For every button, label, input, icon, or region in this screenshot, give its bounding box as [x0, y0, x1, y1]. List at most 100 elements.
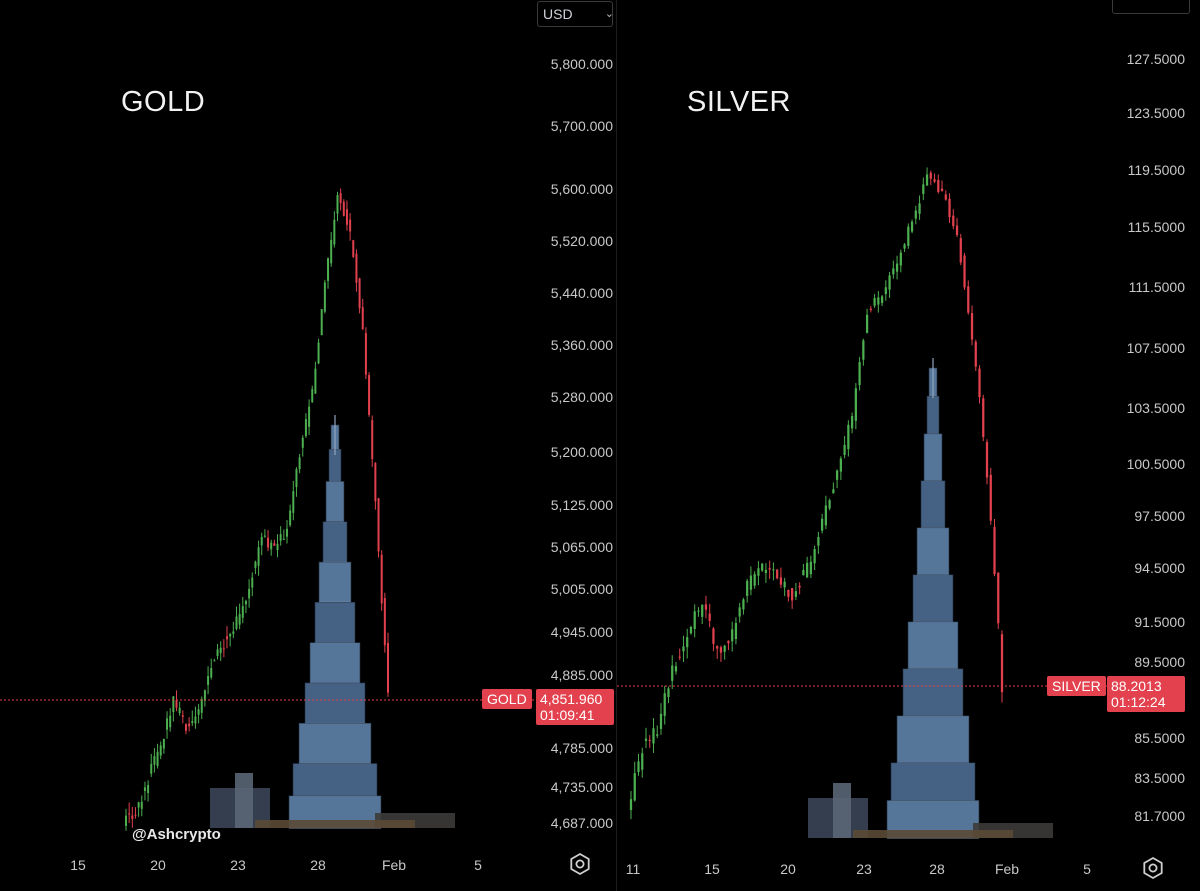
- gold-chart-canvas[interactable]: 5,800.000 5,700.000 5,600.000 5,520.000 5,44…: [0, 0, 616, 891]
- candle-body: [768, 568, 771, 570]
- gear-icon[interactable]: [569, 852, 591, 876]
- candle-body: [802, 569, 805, 576]
- candle-body: [828, 500, 831, 509]
- last-price-tag: 88.2013 01:12:24: [1107, 676, 1185, 712]
- silver-chart-panel[interactable]: 127.5000 123.5000 119.5000 115.5000 111.5000…: [617, 0, 1200, 891]
- candle-body: [244, 600, 247, 605]
- candle-body: [203, 690, 206, 701]
- candle-body: [285, 528, 288, 537]
- gold-chart-panel[interactable]: 5,800.000 5,700.000 5,600.000 5,520.000 5,44…: [0, 0, 616, 891]
- candle-body: [641, 753, 644, 770]
- x-tick-label: 23: [230, 857, 246, 873]
- candle-body: [248, 588, 251, 599]
- candle-body: [181, 715, 184, 717]
- y-tick-label: 5,360.000: [551, 337, 613, 353]
- candle-body: [263, 535, 266, 537]
- candle-body: [993, 526, 996, 575]
- candle-body: [656, 734, 659, 736]
- chevron-down-icon: ⌄: [604, 8, 614, 20]
- x-tick-label: Feb: [382, 857, 406, 873]
- candle-body: [809, 561, 813, 575]
- candle-body: [374, 462, 377, 502]
- candle-body: [652, 728, 655, 744]
- candle-body: [169, 715, 172, 728]
- candle-body: [847, 424, 850, 450]
- x-tick-label: 15: [70, 857, 86, 873]
- candle-body: [772, 569, 775, 571]
- candle-body: [985, 442, 989, 478]
- candle-body: [254, 561, 257, 568]
- candle-body: [222, 648, 225, 650]
- y-tick-label: 89.5000: [1134, 654, 1185, 670]
- candle-body: [345, 209, 348, 225]
- candle-body: [738, 607, 741, 617]
- candle-body: [162, 738, 165, 749]
- x-tick-label: 5: [1083, 861, 1091, 877]
- y-tick-label: 4,735.000: [551, 779, 613, 795]
- candle-body: [764, 569, 768, 574]
- x-tick-label: 23: [856, 861, 872, 877]
- candle-body: [1000, 634, 1004, 693]
- candle-body: [678, 656, 681, 658]
- y-tick-label: 5,005.000: [551, 581, 613, 597]
- candle-body: [776, 569, 779, 579]
- x-tick-label: 5: [474, 857, 482, 873]
- candle-body: [967, 286, 970, 313]
- candles-group: [125, 188, 389, 831]
- candle-body: [727, 640, 730, 644]
- candle-body: [637, 761, 640, 773]
- candle-body: [734, 623, 738, 640]
- silver-chart-canvas[interactable]: 127.5000 123.5000 119.5000 115.5000 111.5000…: [617, 0, 1200, 891]
- y-tick-label: 5,700.000: [551, 118, 613, 134]
- candle-body: [746, 580, 749, 596]
- tower-illustration: [210, 415, 455, 829]
- candle-body: [749, 575, 753, 590]
- currency-selector[interactable]: USD ⌄: [537, 1, 614, 27]
- candle-body: [327, 258, 330, 281]
- candle-body: [970, 313, 974, 340]
- candle-body: [175, 700, 178, 708]
- candle-body: [311, 389, 314, 403]
- candle-body: [232, 631, 235, 634]
- x-tick-label: 28: [310, 857, 326, 873]
- candle-body: [330, 239, 333, 264]
- candle-body: [301, 437, 304, 448]
- y-tick-label: 5,600.000: [551, 181, 613, 197]
- candle-body: [899, 252, 902, 266]
- candle-body: [978, 368, 981, 398]
- y-tick-label: 4,785.000: [551, 740, 613, 756]
- candle-body: [368, 375, 371, 415]
- candle-body: [708, 613, 711, 621]
- candle-body: [153, 756, 156, 765]
- candle-body: [380, 554, 383, 604]
- candle-body: [963, 255, 966, 288]
- candle-body: [813, 549, 816, 564]
- currency-selector[interactable]: [1112, 0, 1190, 14]
- last-price: 88.2013: [1111, 678, 1162, 694]
- candle-body: [629, 799, 633, 811]
- candle-body: [940, 188, 944, 191]
- candle-body: [128, 813, 131, 815]
- candle-body: [349, 219, 352, 232]
- watermark-text: @Ashcrypto: [132, 826, 221, 843]
- gear-icon[interactable]: [1142, 856, 1164, 880]
- candle-body: [140, 801, 143, 809]
- candle-body: [667, 688, 670, 698]
- y-tick-label: 85.5000: [1134, 730, 1185, 746]
- x-tick-label: 20: [150, 857, 166, 873]
- y-tick-label: 97.5000: [1134, 508, 1185, 524]
- y-tick-label: 4,687.000: [551, 815, 613, 831]
- panel-divider: [615, 0, 618, 891]
- candle-body: [644, 738, 648, 741]
- candle-body: [806, 562, 809, 578]
- candle-body: [184, 724, 187, 731]
- candle-body: [383, 598, 386, 646]
- candle-body: [817, 536, 820, 546]
- candle-body: [742, 599, 745, 610]
- candle-body: [895, 263, 899, 272]
- y-tick-label: 127.5000: [1127, 51, 1186, 67]
- candle-body: [731, 629, 734, 642]
- candle-body: [178, 707, 181, 714]
- candle-body: [659, 713, 663, 729]
- candle-body: [314, 368, 317, 394]
